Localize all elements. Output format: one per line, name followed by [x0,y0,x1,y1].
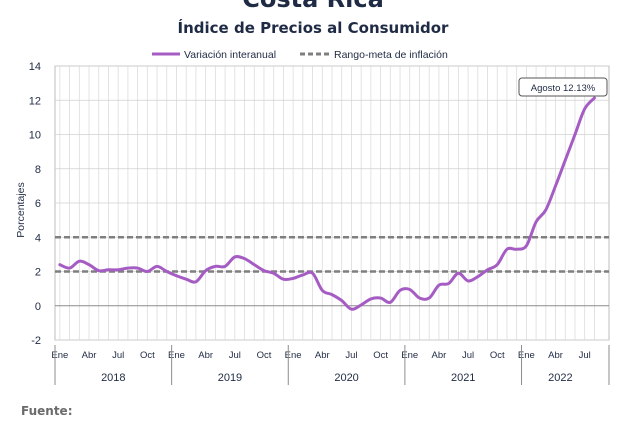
x-tick-label: Oct [257,350,272,361]
y-axis-title: Porcentajes [15,182,27,237]
series-line-variacion-interanual [58,96,596,311]
annotation-box [518,77,608,97]
x-tick-label: Abr [432,350,447,361]
x-year-label: 2020 [334,372,358,384]
source-label: Fuente: [21,404,73,418]
y-tick-label: 0 [35,301,41,313]
x-tick-label: Abr [82,350,97,361]
y-tick-label: 10 [29,130,41,142]
x-tick-label: Ene [401,350,418,361]
y-tick-label: 14 [29,61,41,73]
annotation-label: Agosto 12.13% [531,83,596,94]
series [58,96,596,311]
y-tick-label: 6 [35,198,41,210]
x-tick-label: Abr [198,350,213,361]
x-year-label: 2018 [101,372,125,384]
x-tick-label: Jul [462,350,474,361]
y-tick-label: -2 [31,335,41,347]
y-tick-label: 12 [29,95,41,107]
x-tick-label: Oct [373,350,388,361]
legend: Variación interanual Rango-meta de infla… [152,49,448,61]
x-year-label: 2022 [548,372,572,384]
x-year-label: 2021 [451,372,475,384]
x-tick-label: Ene [168,350,185,361]
x-year-label: 2019 [218,372,242,384]
x-tick-label: Jul [579,350,591,361]
axes: -2 0 2 4 6 8 10 12 14 Ene Abr Jul Oct 2018 Ene Abr Jul Oc… [29,61,610,385]
x-tick-label: Oct [140,350,155,361]
x-tick-label: Ene [518,350,535,361]
grid [54,65,610,341]
y-tick-label: 4 [35,232,41,244]
y-tick-label: 2 [35,267,41,279]
x-tick-label: Abr [548,350,563,361]
chart-title: Índice de Precios al Consumidor [177,19,449,37]
x-tick-label: Jul [229,350,241,361]
annotation: Agosto 12.13% [518,77,608,97]
y-tick-label: 8 [35,164,41,176]
x-tick-label: Ene [285,350,302,361]
legend-label-rango: Rango-meta de inflación [334,49,448,61]
x-tick-label: Oct [490,350,505,361]
country-title: Costa Rica [0,0,626,11]
legend-label-variacion: Variación interanual [184,49,276,61]
x-tick-label: Ene [51,350,68,361]
x-tick-label: Jul [112,350,124,361]
x-tick-label: Jul [345,350,357,361]
x-tick-label: Abr [315,350,330,361]
